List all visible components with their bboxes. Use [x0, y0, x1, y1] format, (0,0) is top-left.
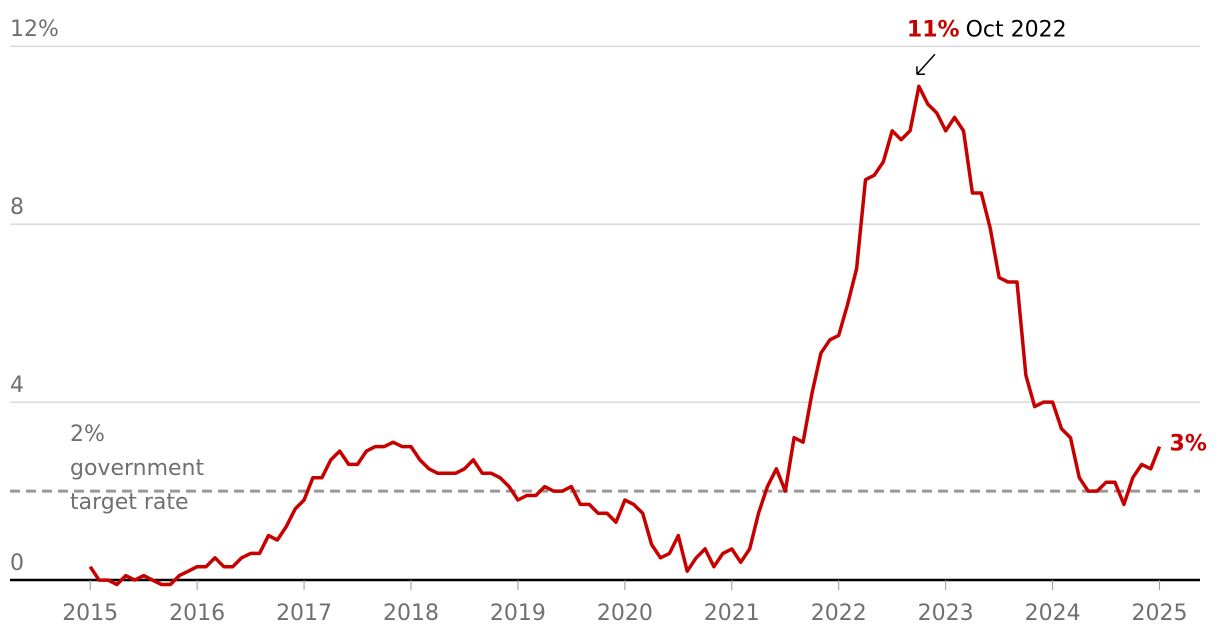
y-tick-label: 12%: [10, 17, 59, 42]
x-tick-label: 2016: [169, 601, 225, 626]
target-label: target rate: [70, 490, 189, 515]
y-tick-label: 0: [10, 551, 24, 576]
last-label: 3%: [1170, 432, 1207, 457]
target-label: 2%: [70, 422, 105, 447]
x-tick-label: 2019: [490, 601, 546, 626]
target-label: government: [70, 456, 204, 481]
x-tick-label: 2017: [276, 601, 332, 626]
x-tick-label: 2020: [597, 601, 653, 626]
x-tick-label: 2021: [704, 601, 760, 626]
x-tick-label: 2023: [918, 601, 974, 626]
x-tick-label: 2022: [811, 601, 867, 626]
peak-label: 11%: [907, 17, 960, 42]
y-tick-label: 8: [10, 195, 24, 220]
x-tick-label: 2015: [62, 601, 118, 626]
x-tick-label: 2018: [383, 601, 439, 626]
y-tick-label: 4: [10, 373, 24, 398]
inflation-line: [88, 84, 1162, 587]
peak-date: Oct 2022: [966, 17, 1067, 42]
x-tick-label: 2025: [1132, 601, 1188, 626]
x-tick-label: 2024: [1025, 601, 1081, 626]
peak-arrow: [916, 53, 936, 76]
